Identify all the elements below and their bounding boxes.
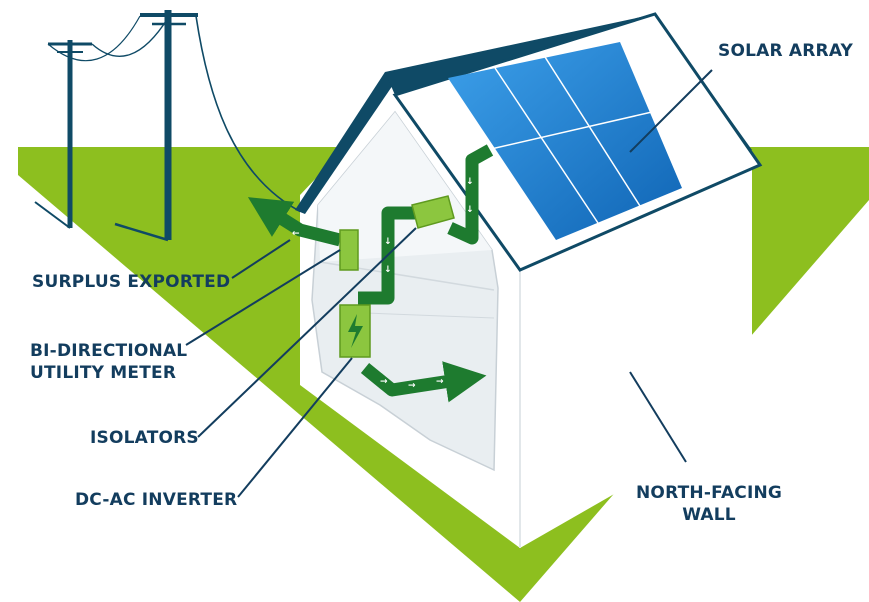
label-surplus-exported: SURPLUS EXPORTED [32, 272, 231, 292]
svg-text:↓: ↓ [466, 177, 474, 187]
svg-text:→: → [380, 377, 388, 387]
label-bi-directional-line1: BI-DIRECTIONAL [30, 341, 188, 361]
label-north-facing-wall: NORTH-FACING WALL [636, 482, 782, 526]
utility-poles [34, 10, 306, 242]
svg-text:→: → [436, 377, 444, 387]
roof-front-edge [295, 72, 395, 214]
utility-meter-box [339, 229, 359, 271]
lightning-icon [348, 314, 363, 348]
svg-text:→: → [408, 381, 416, 391]
label-isolators: ISOLATORS [90, 428, 199, 448]
svg-text:↓: ↓ [384, 265, 392, 275]
leader-lines [185, 69, 713, 498]
inverter-box [339, 304, 371, 358]
energy-flow-paths [247, 144, 494, 403]
svg-text:←: ← [292, 229, 300, 239]
label-solar-array: SOLAR ARRAY [718, 41, 854, 61]
solar-panels [448, 42, 682, 240]
svg-text:↓: ↓ [384, 237, 392, 247]
label-bi-directional-line2: UTILITY METER [30, 363, 177, 383]
north-facing-wall [520, 160, 752, 548]
label-bi-directional-utility-meter: BI-DIRECTIONAL UTILITY METER [30, 340, 187, 384]
label-dc-ac-inverter: DC-AC INVERTER [75, 490, 238, 510]
svg-text:↓: ↓ [466, 205, 474, 215]
label-north-facing-line1: NORTH-FACING [636, 483, 783, 503]
isolator-box [411, 195, 455, 229]
label-north-facing-line2: WALL [682, 505, 736, 525]
